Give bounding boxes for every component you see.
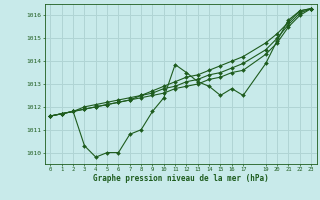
X-axis label: Graphe pression niveau de la mer (hPa): Graphe pression niveau de la mer (hPa): [93, 174, 269, 183]
